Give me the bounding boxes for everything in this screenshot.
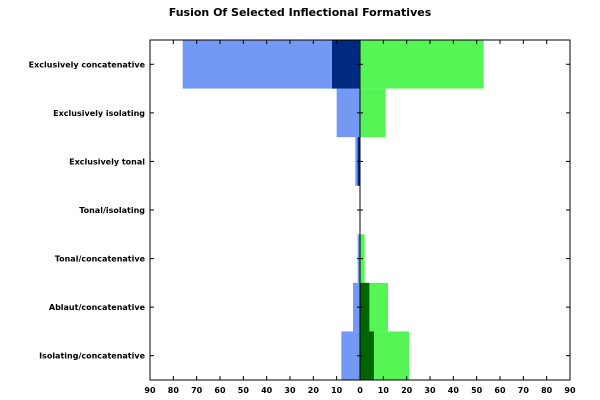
category-label-exclusively-tonal: Exclusively tonal	[69, 157, 145, 166]
x-tick-label: 30	[284, 386, 296, 395]
x-tick-label: 10	[378, 386, 390, 395]
category-label-exclusively-isolating: Exclusively isolating	[53, 109, 145, 118]
category-label-exclusively-concatenative: Exclusively concatenative	[29, 60, 146, 69]
x-tick-label: 0	[357, 386, 363, 395]
category-label-ablaut-concatenative: Ablaut/concatenative	[49, 303, 146, 312]
chart-title: Fusion Of Selected Inflectional Formativ…	[169, 6, 432, 19]
x-tick-label: 10	[331, 386, 343, 395]
category-label-tonal-concatenative: Tonal/concatenative	[55, 255, 146, 264]
bars-layer	[182, 40, 484, 380]
bar-left-back-isolating-concatenative	[341, 331, 360, 380]
x-tick-label: 50	[238, 386, 250, 395]
x-tick-label: 90	[144, 386, 156, 395]
x-tick-label: 60	[494, 386, 506, 395]
category-label-tonal-isolating: Tonal/isolating	[79, 206, 145, 215]
x-axis: 90 80 70 60 50 40 30 20 10 0 10 20 30 40 50 60 70 80 90	[144, 40, 576, 395]
x-tick-label: 50	[471, 386, 483, 395]
bar-right-back-exclusively-isolating	[360, 88, 386, 138]
x-tick-label: 90	[564, 386, 576, 395]
bar-right-back-exclusively-concatenative	[360, 40, 484, 89]
x-tick-label: 30	[424, 386, 436, 395]
bar-right-front-ablaut-concatenative	[360, 282, 370, 332]
bar-left-back-ablaut-concatenative	[353, 282, 360, 332]
x-tick-label: 80	[541, 386, 553, 395]
x-tick-label: 40	[261, 386, 273, 395]
y-axis: Exclusively concatenative Exclusively iso…	[29, 60, 570, 361]
x-tick-label: 20	[401, 386, 413, 395]
bar-right-front-isolating-concatenative	[360, 331, 374, 380]
x-tick-label: 70	[518, 386, 530, 395]
bar-left-front-exclusively-concatenative	[332, 40, 360, 89]
x-tick-label: 40	[448, 386, 460, 395]
category-label-isolating-concatenative: Isolating/concatenative	[39, 352, 145, 361]
bar-left-back-exclusively-concatenative	[182, 40, 360, 89]
x-tick-label: 80	[168, 386, 180, 395]
bar-left-back-exclusively-isolating	[336, 88, 360, 138]
x-tick-label: 60	[214, 386, 226, 395]
x-tick-label: 70	[191, 386, 203, 395]
x-tick-label: 20	[308, 386, 320, 395]
